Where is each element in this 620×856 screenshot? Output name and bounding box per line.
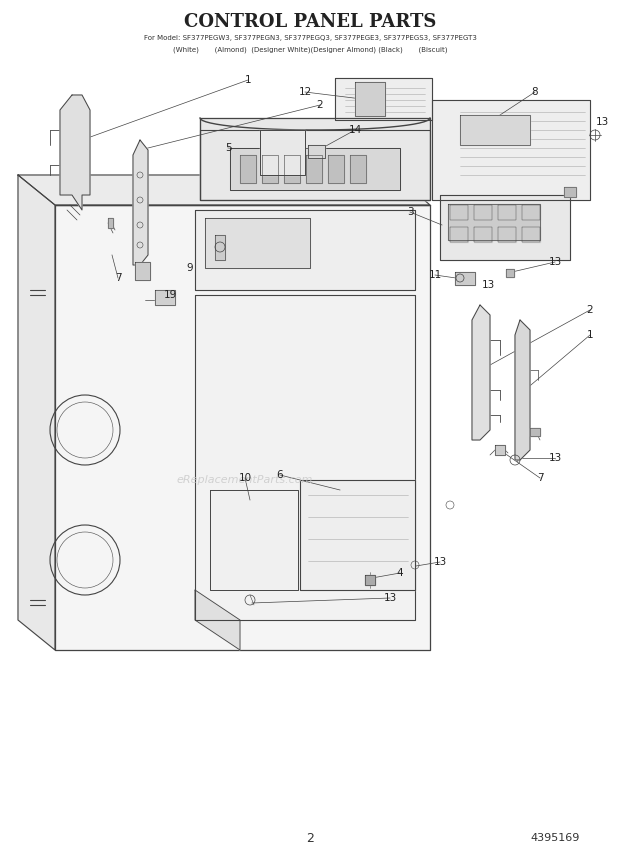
Polygon shape bbox=[306, 155, 322, 183]
Text: 8: 8 bbox=[532, 87, 538, 97]
Polygon shape bbox=[18, 175, 430, 205]
Polygon shape bbox=[460, 115, 530, 145]
Polygon shape bbox=[240, 155, 256, 183]
Text: 1: 1 bbox=[245, 75, 251, 85]
Text: 6: 6 bbox=[277, 470, 283, 480]
Polygon shape bbox=[195, 210, 415, 290]
Polygon shape bbox=[262, 155, 278, 183]
Text: 13: 13 bbox=[383, 593, 397, 603]
Polygon shape bbox=[200, 118, 430, 200]
Polygon shape bbox=[230, 148, 400, 190]
Polygon shape bbox=[564, 187, 576, 197]
Polygon shape bbox=[472, 305, 490, 440]
Polygon shape bbox=[495, 445, 505, 455]
Text: 13: 13 bbox=[548, 453, 562, 463]
Polygon shape bbox=[522, 227, 540, 242]
Polygon shape bbox=[308, 145, 325, 158]
Polygon shape bbox=[355, 82, 385, 116]
Text: 9: 9 bbox=[187, 263, 193, 273]
Polygon shape bbox=[432, 100, 590, 200]
Polygon shape bbox=[55, 205, 430, 650]
Text: 10: 10 bbox=[239, 473, 252, 483]
Text: 7: 7 bbox=[537, 473, 543, 483]
Polygon shape bbox=[335, 78, 432, 120]
Polygon shape bbox=[133, 140, 148, 265]
Polygon shape bbox=[195, 295, 415, 620]
Text: 13: 13 bbox=[548, 257, 562, 267]
Polygon shape bbox=[300, 480, 415, 590]
Text: 5: 5 bbox=[224, 143, 231, 153]
Text: 13: 13 bbox=[433, 557, 446, 567]
Polygon shape bbox=[18, 175, 55, 650]
Polygon shape bbox=[365, 575, 375, 585]
Polygon shape bbox=[506, 269, 514, 277]
Polygon shape bbox=[498, 227, 516, 242]
Polygon shape bbox=[260, 130, 305, 175]
Polygon shape bbox=[440, 195, 570, 260]
Text: 13: 13 bbox=[481, 280, 495, 290]
Polygon shape bbox=[135, 262, 150, 280]
Polygon shape bbox=[448, 204, 540, 240]
Text: eReplacementParts.com: eReplacementParts.com bbox=[177, 475, 313, 485]
Polygon shape bbox=[450, 205, 468, 220]
Polygon shape bbox=[498, 205, 516, 220]
Polygon shape bbox=[474, 205, 492, 220]
Polygon shape bbox=[210, 490, 298, 590]
Text: 13: 13 bbox=[595, 117, 609, 127]
Polygon shape bbox=[205, 218, 310, 268]
Text: 1: 1 bbox=[587, 330, 593, 340]
Polygon shape bbox=[200, 130, 430, 200]
Text: 14: 14 bbox=[348, 125, 361, 135]
Polygon shape bbox=[522, 205, 540, 220]
Polygon shape bbox=[60, 95, 90, 210]
Text: (White)       (Almond)  (Designer White)(Designer Almond) (Black)       (Biscuit: (White) (Almond) (Designer White)(Design… bbox=[173, 47, 447, 53]
Polygon shape bbox=[108, 218, 113, 228]
Text: 7: 7 bbox=[115, 273, 122, 283]
Polygon shape bbox=[455, 272, 475, 285]
Text: For Model: SF377PEGW3, SF377PEGN3, SF377PEGQ3, SF377PEGE3, SF377PEGS3, SF377PEGT: For Model: SF377PEGW3, SF377PEGN3, SF377… bbox=[144, 35, 476, 41]
Polygon shape bbox=[195, 590, 240, 650]
Polygon shape bbox=[215, 235, 225, 260]
Text: CONTROL PANEL PARTS: CONTROL PANEL PARTS bbox=[184, 13, 436, 31]
Polygon shape bbox=[155, 290, 175, 305]
Text: 11: 11 bbox=[428, 270, 441, 280]
Polygon shape bbox=[515, 320, 530, 460]
Text: 3: 3 bbox=[407, 207, 414, 217]
Polygon shape bbox=[328, 155, 344, 183]
Text: 4395169: 4395169 bbox=[530, 833, 580, 843]
Text: 2: 2 bbox=[587, 305, 593, 315]
Polygon shape bbox=[350, 155, 366, 183]
Text: 4: 4 bbox=[397, 568, 404, 578]
Text: 2: 2 bbox=[317, 100, 323, 110]
Polygon shape bbox=[474, 227, 492, 242]
Polygon shape bbox=[284, 155, 300, 183]
Text: 2: 2 bbox=[306, 831, 314, 845]
Text: 12: 12 bbox=[298, 87, 312, 97]
Polygon shape bbox=[530, 428, 540, 436]
Polygon shape bbox=[450, 227, 468, 242]
Text: 19: 19 bbox=[164, 290, 177, 300]
